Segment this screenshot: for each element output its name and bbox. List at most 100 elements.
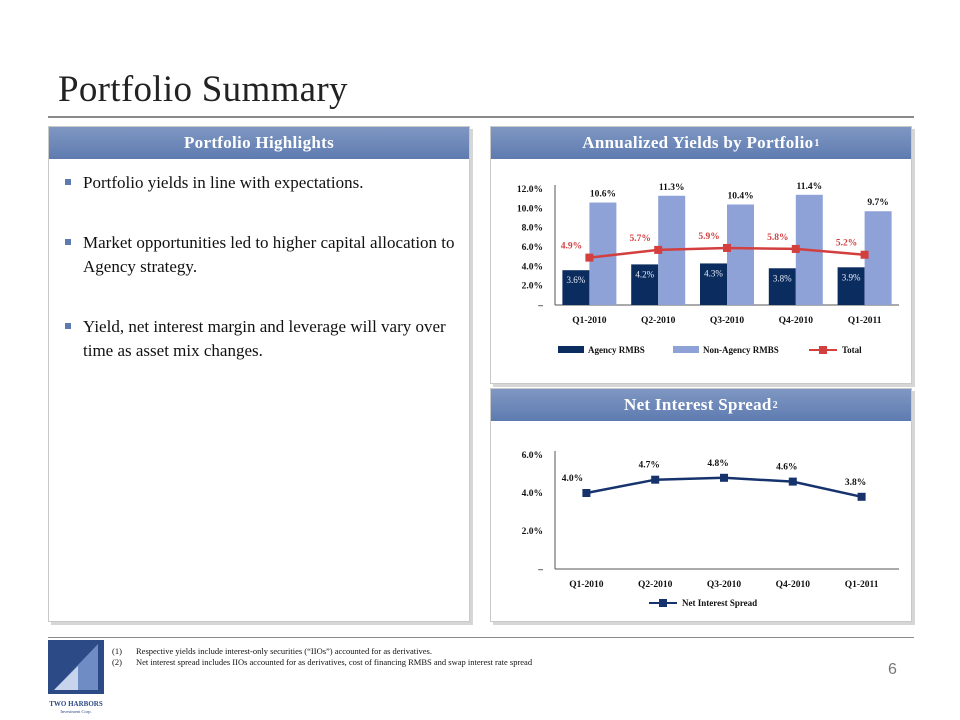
spread-point — [857, 492, 866, 501]
non-agency-value-label: 11.3% — [659, 183, 685, 193]
x-tick-label: Q1-2010 — [569, 580, 604, 590]
page-number: 6 — [888, 661, 897, 678]
legend-total-label: Total — [842, 345, 862, 355]
agency-value-label: 4.3% — [704, 268, 723, 278]
agency-bar — [768, 268, 796, 305]
y-tick-label: – — [537, 565, 543, 575]
spread-point — [720, 473, 728, 482]
y-tick-label: 4.0% — [522, 489, 543, 499]
total-point — [860, 250, 869, 259]
bullet-square-icon — [65, 239, 71, 245]
x-tick-label: Q1-2010 — [572, 316, 607, 326]
x-tick-label: Q3-2010 — [707, 580, 742, 590]
legend-agency-swatch — [558, 346, 584, 353]
spread-header-label: Net Interest Spread — [624, 395, 772, 414]
footnote: (2) Net interest spread includes IIOs acc… — [112, 657, 532, 668]
x-tick-label: Q1-2011 — [845, 580, 879, 590]
x-tick-label: Q2-2010 — [638, 580, 673, 590]
spread-value-label: 4.8% — [707, 459, 728, 469]
slide-title: Portfolio Summary — [58, 69, 348, 110]
company-logo: TWO HARBORS Investment Corp. — [48, 640, 104, 714]
y-tick-label: 10.0% — [517, 204, 543, 214]
footnote-text: Respective yields include interest-only … — [136, 646, 432, 656]
agency-bar — [837, 267, 865, 305]
logo-subtitle: Investment Corp. — [60, 709, 91, 714]
non-agency-bar — [727, 204, 754, 305]
agency-bar — [631, 264, 659, 305]
yields-header: Annualized Yields by Portfolio 1 — [491, 127, 911, 159]
footnote-mark: (2) — [112, 657, 122, 667]
y-tick-label: 8.0% — [522, 224, 543, 234]
y-tick-label: 2.0% — [522, 527, 543, 537]
spread-value-label: 3.8% — [845, 478, 866, 488]
y-tick-label: 4.0% — [522, 262, 543, 272]
spread-value-label: 4.6% — [776, 463, 797, 473]
yields-chart: 12.0% 10.0% 8.0% 6.0% 4.0% 2.0% – 3.6% 10.6% Q1-2… — [517, 182, 899, 355]
y-tick-label: 12.0% — [517, 185, 543, 195]
legend-spread-marker — [659, 599, 667, 607]
total-value-label: 5.9% — [698, 232, 719, 242]
total-value-label: 5.2% — [836, 239, 857, 249]
agency-value-label: 4.2% — [635, 269, 654, 279]
non-agency-value-label: 10.4% — [727, 191, 753, 201]
x-tick-label: Q3-2010 — [710, 316, 745, 326]
spread-chart: 6.0% 4.0% 2.0% – 4.0% 4.7% 4.8% 4.6% 3.8% Q1-2010… — [522, 451, 899, 608]
highlight-text: Portfolio yields in line with expectatio… — [83, 173, 364, 192]
title-divider — [48, 116, 914, 118]
spread-value-label: 4.0% — [562, 474, 583, 484]
highlight-bullet: Portfolio yields in line with expectatio… — [61, 171, 461, 195]
highlights-header: Portfolio Highlights — [49, 127, 469, 159]
yields-header-label: Annualized Yields by Portfolio — [582, 133, 814, 152]
total-point — [791, 244, 800, 253]
total-value-label: 5.8% — [767, 233, 788, 243]
footnote-text: Net interest spread includes IIOs accoun… — [136, 657, 533, 667]
highlight-bullet: Market opportunities led to higher capit… — [61, 231, 461, 279]
highlight-text: Yield, net interest margin and leverage … — [83, 317, 446, 360]
legend-total-marker — [819, 346, 827, 354]
agency-value-label: 3.9% — [842, 272, 861, 282]
highlight-bullet: Yield, net interest margin and leverage … — [61, 315, 461, 363]
footnote-ref: 1 — [814, 137, 820, 149]
non-agency-value-label: 11.4% — [796, 182, 822, 192]
legend-spread-label: Net Interest Spread — [682, 598, 757, 608]
total-point — [723, 243, 731, 252]
legend-agency-label: Agency RMBS — [588, 345, 645, 355]
total-value-label: 4.9% — [561, 242, 582, 252]
agency-bar — [562, 270, 590, 305]
spread-header: Net Interest Spread 2 — [491, 389, 911, 421]
y-tick-label: – — [537, 301, 543, 311]
agency-value-label: 3.8% — [773, 273, 792, 283]
highlights-header-label: Portfolio Highlights — [183, 133, 335, 152]
non-agency-bar — [589, 202, 617, 305]
non-agency-value-label: 9.7% — [867, 198, 888, 208]
footnote-mark: (1) — [112, 646, 122, 656]
logo-sail-icon — [54, 644, 98, 690]
agency-value-label: 3.6% — [567, 275, 586, 285]
legend-non-agency-swatch — [673, 346, 699, 353]
x-tick-label: Q1-2011 — [848, 316, 882, 326]
total-point — [654, 245, 663, 254]
x-tick-label: Q4-2010 — [779, 316, 814, 326]
footnote-ref: 2 — [772, 399, 778, 411]
bullet-square-icon — [65, 179, 71, 185]
highlights-panel: Portfolio Highlights Portfolio yields in… — [48, 126, 470, 622]
non-agency-bar — [864, 211, 892, 305]
spread-point — [788, 477, 797, 486]
spread-value-label: 4.7% — [639, 461, 660, 471]
total-value-label: 5.7% — [630, 234, 651, 244]
agency-bar — [700, 263, 727, 305]
x-tick-label: Q4-2010 — [776, 580, 811, 590]
x-tick-label: Q2-2010 — [641, 316, 676, 326]
footnotes: (1) Respective yields include interest-on… — [112, 646, 532, 668]
logo-sail-icon — [54, 666, 78, 690]
spread-panel: Net Interest Spread 2 6.0% 4.0% 2.0% –4.0% 4.… — [490, 388, 912, 622]
y-tick-label: 6.0% — [522, 243, 543, 253]
footnote: (1) Respective yields include interest-on… — [112, 646, 532, 657]
legend-non-agency-label: Non-Agency RMBS — [703, 345, 779, 355]
y-tick-label: 6.0% — [522, 451, 543, 461]
bullet-square-icon — [65, 323, 71, 329]
yields-panel: Annualized Yields by Portfolio 1 12.0% 10.… — [490, 126, 912, 384]
spread-point — [582, 489, 591, 497]
logo-name: TWO HARBORS — [49, 700, 103, 708]
highlights-list: Portfolio yields in line with expectatio… — [61, 171, 461, 399]
